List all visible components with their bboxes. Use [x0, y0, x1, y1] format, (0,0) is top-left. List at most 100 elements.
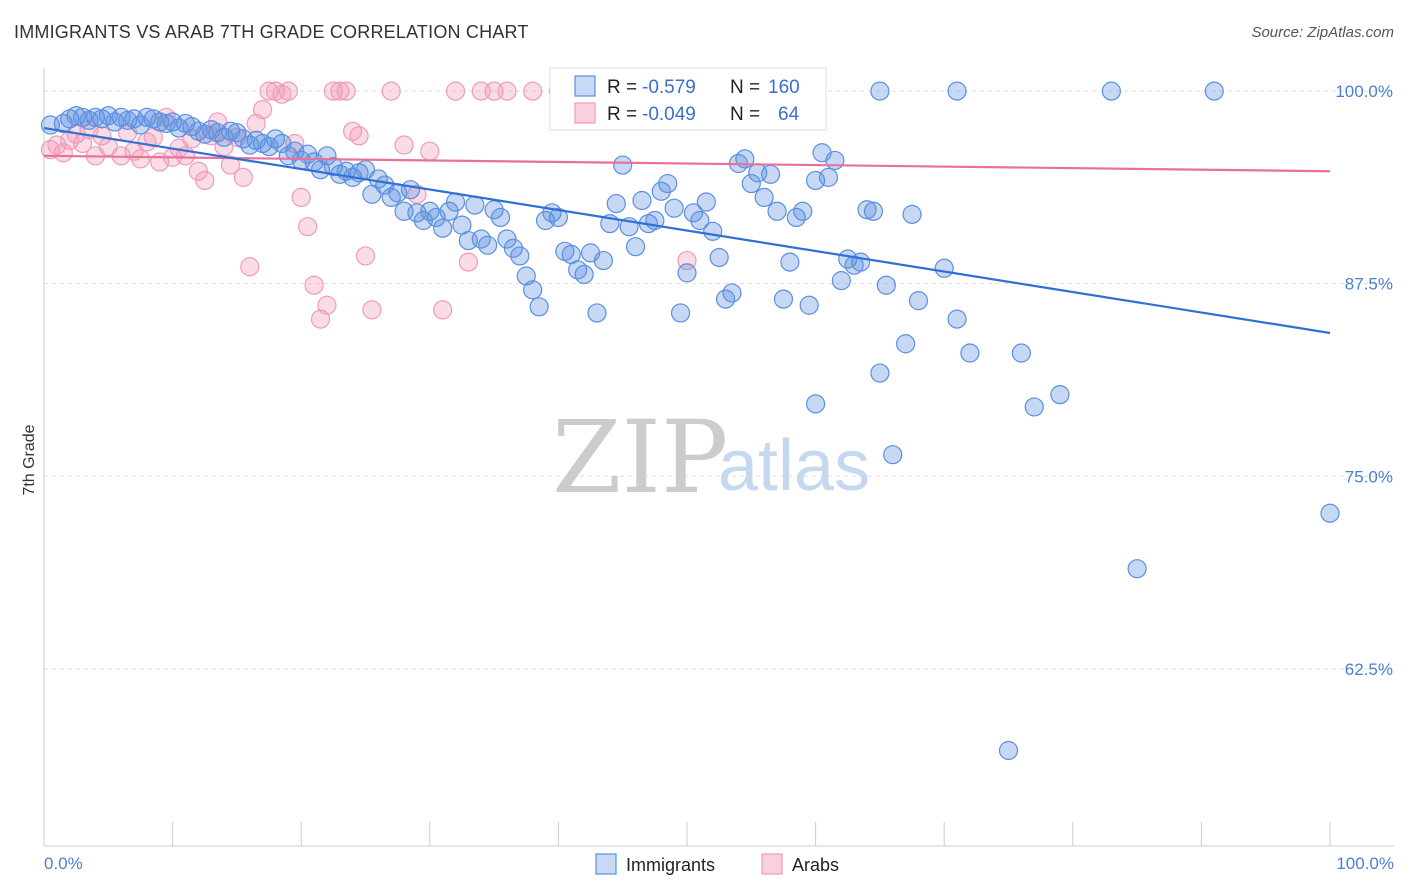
- data-point: [130, 149, 151, 169]
- data-point: [960, 343, 980, 363]
- data-point: [851, 252, 871, 272]
- data-point: [355, 246, 376, 266]
- data-point: [998, 740, 1019, 761]
- x-ticks: [43, 822, 1331, 846]
- data-point: [497, 81, 517, 101]
- data-point: [741, 173, 761, 194]
- data-point: [420, 141, 440, 161]
- data-point: [1024, 397, 1044, 417]
- data-point: [703, 221, 723, 241]
- data-point: [696, 192, 716, 212]
- data-point: [896, 334, 916, 354]
- data-point: [613, 155, 633, 175]
- watermark-atlas: atlas: [718, 426, 870, 506]
- data-point: [947, 81, 967, 101]
- legend-swatch-arabs: [574, 102, 596, 124]
- data-point: [870, 363, 890, 383]
- legend-n-label-arabs: N =: [730, 104, 760, 125]
- data-point: [240, 257, 260, 277]
- data-point: [670, 303, 691, 323]
- data-point: [760, 164, 781, 184]
- data-point: [548, 207, 569, 228]
- data-point: [574, 264, 594, 285]
- data-point: [400, 180, 421, 200]
- data-point: [722, 283, 742, 303]
- data-point: [47, 135, 67, 155]
- legend-n-value-arabs: 64: [778, 104, 800, 125]
- data-point: [632, 190, 652, 211]
- legend-r-value-immigrants: -0.579: [642, 77, 696, 98]
- bottom-legend-arabs: Arabs: [792, 855, 839, 875]
- x-tick-label-end: 100.0%: [1336, 854, 1394, 873]
- data-point: [53, 143, 73, 163]
- data-point: [1011, 343, 1031, 363]
- data-point: [883, 445, 903, 465]
- data-point: [664, 198, 684, 218]
- data-point: [362, 300, 382, 320]
- data-point: [870, 81, 890, 101]
- data-point: [503, 238, 523, 258]
- y-tick-label: 100.0%: [1335, 82, 1393, 101]
- data-point: [658, 173, 678, 194]
- legend-r-label-immigrants: R =: [607, 77, 637, 98]
- data-point: [66, 106, 86, 126]
- bottom-legend-swatch-arabs: [761, 853, 783, 875]
- data-point: [490, 207, 511, 228]
- y-tick-label: 62.5%: [1345, 660, 1393, 679]
- data-point: [831, 271, 851, 291]
- data-point: [1127, 559, 1147, 579]
- data-point: [606, 193, 626, 214]
- data-point: [304, 275, 324, 295]
- legend-swatch-immigrants: [574, 75, 596, 97]
- data-point: [433, 218, 453, 238]
- data-point: [117, 110, 138, 130]
- data-point: [1204, 81, 1224, 101]
- x-tick-label-start: 0.0%: [44, 854, 83, 873]
- series-legend: Immigrants Arabs: [595, 853, 839, 875]
- data-point: [683, 203, 704, 223]
- y-axis-label: 7th Grade: [21, 424, 38, 495]
- trend-lines: [43, 126, 1331, 335]
- legend-n-value-immigrants: 160: [768, 77, 800, 98]
- data-point: [523, 81, 543, 101]
- data-point: [908, 291, 929, 311]
- data-point: [330, 81, 350, 101]
- immigrants-points: [40, 81, 1340, 761]
- legend-r-label-arabs: R =: [607, 104, 637, 125]
- data-point: [773, 289, 794, 309]
- trend-line-arabs: [43, 154, 1331, 173]
- watermark-zip: ZIP: [552, 399, 728, 516]
- data-point: [677, 263, 697, 283]
- correlation-legend: R = -0.579 N = 160 R = -0.049 N = 64: [549, 67, 827, 131]
- data-point: [799, 295, 819, 315]
- data-point: [278, 81, 298, 101]
- data-point: [690, 210, 710, 231]
- data-point: [857, 200, 877, 220]
- data-point: [458, 252, 478, 272]
- data-point: [587, 303, 607, 323]
- data-point: [381, 81, 401, 101]
- data-point: [709, 247, 729, 268]
- watermark: ZIP atlas: [552, 399, 870, 516]
- data-point: [651, 181, 671, 201]
- data-point: [876, 275, 896, 295]
- y-tick-label: 75.0%: [1345, 467, 1393, 486]
- data-point: [934, 258, 954, 278]
- data-point: [220, 155, 241, 175]
- data-point: [510, 246, 530, 266]
- data-point: [317, 295, 337, 315]
- data-point: [863, 201, 884, 221]
- axes: [43, 68, 1394, 847]
- bottom-legend-swatch-immigrants: [595, 853, 617, 875]
- source-label: Source: ZipAtlas.com: [1251, 24, 1394, 41]
- data-point: [478, 235, 498, 255]
- data-point: [947, 309, 967, 329]
- data-point: [156, 113, 176, 134]
- data-point: [1101, 81, 1121, 101]
- data-point: [433, 300, 453, 320]
- legend-box: [549, 67, 827, 131]
- data-point: [233, 167, 253, 187]
- legend-n-label-immigrants: N =: [730, 77, 760, 98]
- data-point: [1050, 385, 1070, 405]
